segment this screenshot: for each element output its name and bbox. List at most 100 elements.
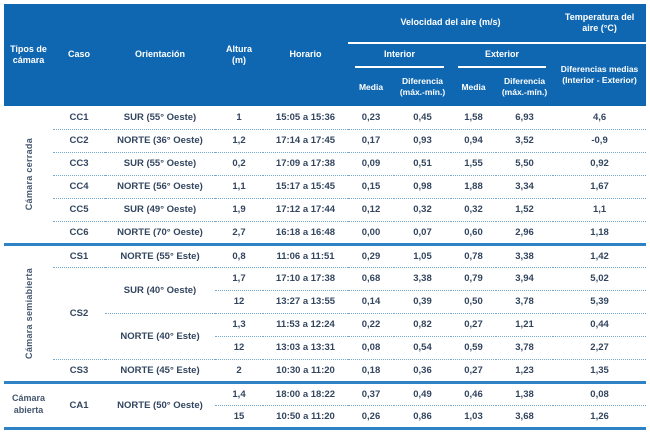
cell-caso: CA1 — [53, 380, 105, 428]
cell-velocidad-exterior-media: 0,32 — [451, 197, 496, 221]
cell-velocidad-interior-media: 0,00 — [348, 220, 394, 244]
col-header-media-interior: Media — [348, 68, 394, 106]
cell-caso: CS1 — [53, 242, 105, 267]
cell-velocidad-interior-media: 0,23 — [361, 111, 381, 123]
temperatura-label: Temperatura del aire (°C) — [564, 11, 635, 33]
cell-velocidad-exterior-diferencia: 3,78 — [496, 335, 554, 359]
cell-temperatura-diferencia: 2,27 — [553, 335, 647, 359]
col-header-horario: Horario — [263, 4, 348, 106]
cell-temperatura-diferencia: 1,42 — [553, 242, 647, 267]
cell-velocidad-exterior-media: 0,94 — [451, 128, 496, 152]
table-row: Cámara semiabierta CS1 NORTE (55° Este) 0,8… — [4, 242, 647, 382]
cell-velocidad-interior-media: 0,26 — [348, 404, 394, 428]
interior-label: Interior — [383, 49, 415, 60]
cell-velocidad-interior-diferencia: 3,38 — [394, 266, 451, 290]
cell-caso: CS3 — [53, 358, 105, 382]
cell-horario: 17:09 a 17:38 — [263, 151, 348, 175]
cell-horario: 17:10 a 17:38 — [263, 266, 348, 290]
table-row: 12 13:27 a 13:55 0,14 0,39 0,50 3,78 5,39 — [4, 289, 647, 313]
cell-altura: 1,4 — [215, 380, 263, 405]
cell-caso: CC5 — [53, 197, 105, 221]
cell-orientacion: NORTE (70° Oeste) — [105, 220, 215, 244]
cell-velocidad-interior-media: 0,09 — [348, 151, 394, 175]
cell-velocidad-exterior-media: 0,27 — [451, 312, 496, 336]
cell-temperatura-diferencia: 1,67 — [553, 174, 647, 198]
cell-velocidad-exterior-diferencia: 1,23 — [496, 358, 554, 382]
cell-velocidad-exterior-media: 0,59 — [451, 335, 496, 359]
table-row: 15 10:50 a 11:20 0,26 0,86 1,03 3,68 1,26 — [4, 404, 647, 428]
cell-orientacion: NORTE (56° Oeste) — [105, 174, 215, 198]
cell-velocidad-exterior-media: 0,27 — [451, 358, 496, 382]
cell-velocidad-exterior-diferencia: 3,94 — [496, 266, 554, 290]
velocidad-underline: Velocidad del aire (m/s) — [348, 4, 554, 44]
interior-underline: Interior — [355, 44, 444, 68]
table-header: Tipos de cámara Caso Orientación Altura … — [4, 4, 647, 106]
cell-velocidad-interior-diferencia: 1,05 — [394, 242, 451, 267]
cell-altura: 12 — [215, 335, 263, 359]
cell-temperatura-diferencia: 5,02 — [553, 266, 647, 290]
table-row: Cámara abierta CA1 NORTE (50° Oeste) 1,4 18:… — [4, 380, 647, 428]
group-label-vertical: Cámara semiabierta — [4, 242, 53, 382]
temperatura-underline: Temperatura del aire (°C) — [553, 4, 647, 44]
cell-horario: 13:27 a 13:55 — [263, 289, 348, 313]
cell-altura: 1,1 — [215, 174, 263, 198]
col-header-velocidad-aire: Velocidad del aire (m/s) — [348, 4, 554, 44]
cell-velocidad-interior-media: 0,12 — [348, 197, 394, 221]
cell-temperatura-diferencia: 0,08 — [553, 380, 647, 405]
cell-velocidad-exterior-diferencia: 1,21 — [496, 312, 554, 336]
cell-velocidad-exterior-diferencia: 2,96 — [496, 220, 554, 244]
cell-horario: 13:03 a 13:31 — [263, 335, 348, 359]
cell-horario: 11:53 a 12:24 — [263, 312, 348, 336]
table-row: CS3 NORTE (45° Este) 2 10:30 a 11:20 0,18 0,3… — [4, 358, 647, 382]
cell-velocidad-interior-diferencia: 0,32 — [394, 197, 451, 221]
cell-velocidad-exterior-diferencia: 1,52 — [496, 197, 554, 221]
cell-velocidad-exterior-media: 0,78 — [451, 242, 496, 267]
cell-caso: CC6 — [53, 220, 105, 244]
cell-velocidad-exterior-media: 1,03 — [451, 404, 496, 428]
cell-velocidad-interior-diferencia: 0,07 — [394, 220, 451, 244]
cell-velocidad-exterior-diferencia: 1,38 — [496, 380, 554, 405]
cell-velocidad-exterior-media: 1,55 — [451, 151, 496, 175]
cell-temperatura-diferencia: 1,1 — [553, 197, 647, 221]
group-label-horizontal: Cámara abierta — [4, 380, 53, 428]
cell-temperatura-diferencia: -0,9 — [553, 128, 647, 152]
cell-horario: 15:17 a 15:45 — [263, 174, 348, 198]
col-header-caso: Caso — [53, 4, 105, 106]
cell-altura: 1,7 — [215, 266, 263, 290]
cell-orientacion: SUR (49° Oeste) — [105, 197, 215, 221]
cell-temperatura-diferencia: 0,44 — [553, 312, 647, 336]
cell-temperatura-diferencia: 1,35 — [553, 358, 647, 382]
exterior-label: Exterior — [485, 49, 520, 60]
col-header-diferencia-interior: Diferencia (máx.-mín.) — [394, 68, 451, 106]
col-header-altura: Altura (m) — [215, 4, 263, 106]
cell-caso: CC2 — [53, 128, 105, 152]
cell-altura: 1,9 — [215, 197, 263, 221]
cell-velocidad-exterior-media: 1,88 — [451, 174, 496, 198]
cell-orientacion: SUR (40° Oeste) — [105, 266, 215, 313]
cell-caso: CC4 — [53, 174, 105, 198]
cell-orientacion: NORTE (50° Oeste) — [105, 380, 215, 428]
col-header-interior: Interior — [348, 44, 451, 68]
cell-velocidad-interior-diferencia: 0,51 — [394, 151, 451, 175]
cell-velocidad-exterior-diferencia: 3,38 — [496, 242, 554, 267]
table-row: NORTE (40° Este) 1,3 11:53 a 12:24 0,22 0,82… — [4, 312, 647, 359]
col-header-tipos-camara: Tipos de cámara — [4, 4, 53, 106]
table-row: CS2 SUR (40° Oeste) 1,7 17:10 a 17:38 0,68 3,… — [4, 266, 647, 359]
cell-velocidad-interior-diferencia: 0,54 — [394, 335, 451, 359]
cell-horario: 17:14 a 17:45 — [263, 128, 348, 152]
cell-horario: 16:18 a 16:48 — [263, 220, 348, 244]
cell-velocidad-exterior-diferencia: 3,78 — [496, 289, 554, 313]
col-header-diferencias-medias: Diferencias medias (Interior - Exterior) — [553, 44, 647, 106]
cell-altura: 2 — [215, 358, 263, 382]
col-header-temperatura-aire: Temperatura del aire (°C) — [553, 4, 647, 44]
cell-orientacion: SUR (55° Oeste) — [123, 111, 197, 123]
col-header-orientacion: Orientación — [105, 4, 215, 106]
cell-velocidad-exterior-media: 0,46 — [451, 380, 496, 405]
cell-altura: 1,2 — [215, 128, 263, 152]
cell-altura: 12 — [215, 289, 263, 313]
cell-horario: 17:12 a 17:44 — [263, 197, 348, 221]
cell-velocidad-interior-diferencia: 0,93 — [394, 128, 451, 152]
group-label-vertical: Cámara cerrada — [23, 138, 34, 211]
cell-horario: 15:05 a 15:36 — [275, 111, 336, 123]
cell-orientacion: NORTE (55° Este) — [105, 242, 215, 267]
